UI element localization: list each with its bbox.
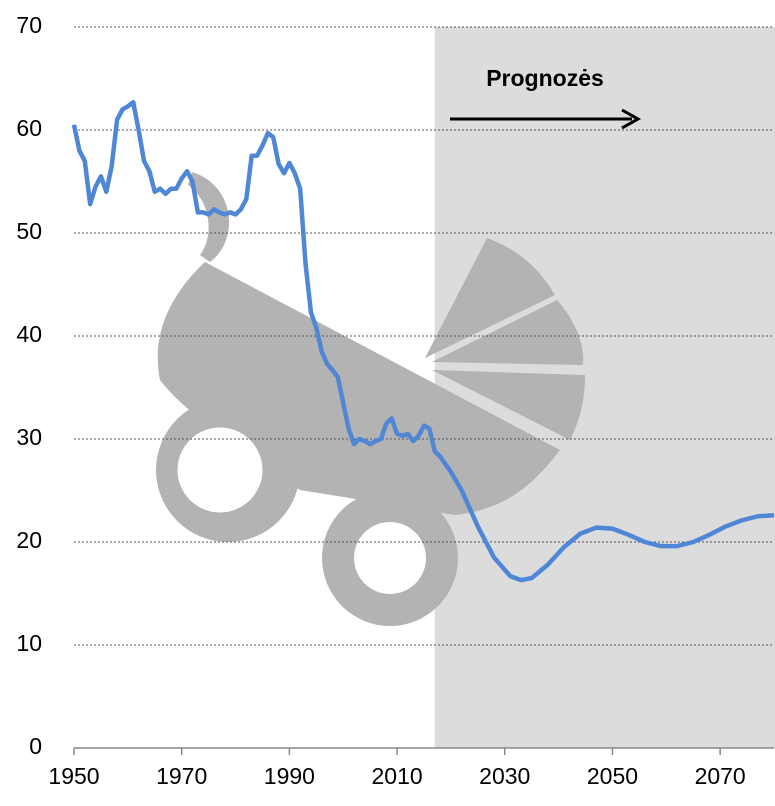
y-tick-label: 60 [16,115,42,141]
x-tick-label: 1990 [264,763,315,789]
y-tick-label: 30 [16,424,42,450]
x-tick-label: 1970 [156,763,207,789]
x-tick-label: 2010 [371,763,422,789]
x-tick-label: 2050 [587,763,638,789]
chart: Prognozės 010203040506070195019701990201… [0,0,775,806]
x-tick-label: 2070 [695,763,746,789]
y-tick-label: 20 [16,527,42,553]
y-tick-label: 10 [16,630,42,656]
x-tick-label: 1950 [48,763,99,789]
annotation: Prognozės [486,65,604,91]
x-tick-label: 2030 [479,763,530,789]
y-tick-label: 70 [16,12,42,38]
y-tick-label: 40 [16,321,42,347]
y-tick-label: 50 [16,218,42,244]
pram-wheel-hub [354,522,426,594]
pram-wheel-hub [178,428,262,512]
y-tick-label: 0 [29,733,42,759]
